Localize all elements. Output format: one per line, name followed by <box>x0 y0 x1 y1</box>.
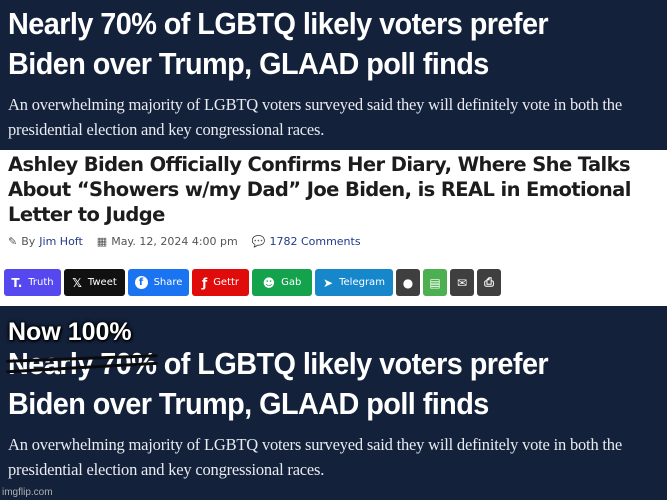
share-gettr-button[interactable]: ƒ Gettr <box>192 269 249 296</box>
share-facebook-label: Share <box>153 277 183 288</box>
article-panel: Ashley Biden Officially Confirms Her Dia… <box>0 150 667 306</box>
bottom-headline-line-1: Nearly 70% of LGBTQ likely voters prefer <box>6 344 613 384</box>
struck-out-text: Nearly 70% <box>6 344 159 384</box>
top-headline-line-2: Biden over Trump, GLAAD poll finds <box>8 46 489 81</box>
share-email-button[interactable]: ✉ <box>450 269 474 296</box>
telegram-icon: ➤ <box>323 275 334 290</box>
gab-frog-icon: ☻ <box>262 275 276 290</box>
share-telegram-label: Telegram <box>339 277 385 288</box>
article-meta: ✎ By Jim Hoft ▦ May. 12, 2024 4:00 pm 💬 … <box>8 233 659 249</box>
share-truth-button[interactable]: T. Truth <box>4 269 61 296</box>
share-gab-button[interactable]: ☻ Gab <box>252 269 312 296</box>
imgflip-watermark: imgflip.com <box>2 487 53 498</box>
by-label: By <box>21 234 36 248</box>
share-comment-button[interactable]: ● <box>396 269 420 296</box>
author-link[interactable]: Jim Hoft <box>39 234 83 248</box>
share-telegram-button[interactable]: ➤ Telegram <box>315 269 393 296</box>
comment-bubble-icon: ● <box>402 275 414 290</box>
share-tweet-button[interactable]: 𝕏 Tweet <box>64 269 125 296</box>
x-icon: 𝕏 <box>72 275 82 290</box>
overlay-caption: Now 100% <box>8 318 132 346</box>
article-title: Ashley Biden Officially Confirms Her Dia… <box>8 153 631 226</box>
bottom-dek: An overwhelming majority of LGBTQ voters… <box>8 435 622 479</box>
comments-link[interactable]: 1782 Comments <box>269 234 361 248</box>
share-sms-button[interactable]: ▤ <box>423 269 447 296</box>
email-icon: ✉ <box>456 275 468 290</box>
top-headline-panel: Nearly 70% of LGBTQ likely voters prefer… <box>0 0 667 150</box>
top-headline-line-1: Nearly 70% of LGBTQ likely voters prefer <box>8 6 549 41</box>
share-tweet-label: Tweet <box>87 277 117 288</box>
sms-icon: ▤ <box>429 275 441 290</box>
share-gettr-label: Gettr <box>213 277 240 288</box>
facebook-icon: f <box>134 276 148 289</box>
pencil-icon: ✎ <box>8 234 18 248</box>
headline-rest: of LGBTQ likely voters prefer <box>156 346 549 381</box>
comments-icon: 💬 <box>251 234 266 248</box>
gettr-icon: ƒ <box>201 275 208 290</box>
print-icon: ⎙ <box>484 275 494 289</box>
share-gab-label: Gab <box>281 277 302 288</box>
share-truth-label: Truth <box>28 277 54 288</box>
bottom-headline-line-2: Biden over Trump, GLAAD poll finds <box>8 386 489 421</box>
calendar-icon: ▦ <box>96 234 108 248</box>
truth-social-icon: T. <box>11 275 23 290</box>
bottom-edited-headline-panel: Now 100% Nearly 70% of LGBTQ likely vote… <box>0 306 667 500</box>
share-buttons-row: T. Truth 𝕏 Tweet f Share ƒ Gettr ☻ Gab ➤… <box>4 269 501 296</box>
print-button[interactable]: ⎙ <box>477 269 501 296</box>
share-facebook-button[interactable]: f Share <box>128 269 189 296</box>
article-date: May. 12, 2024 4:00 pm <box>111 234 238 248</box>
top-dek: An overwhelming majority of LGBTQ voters… <box>8 95 622 139</box>
